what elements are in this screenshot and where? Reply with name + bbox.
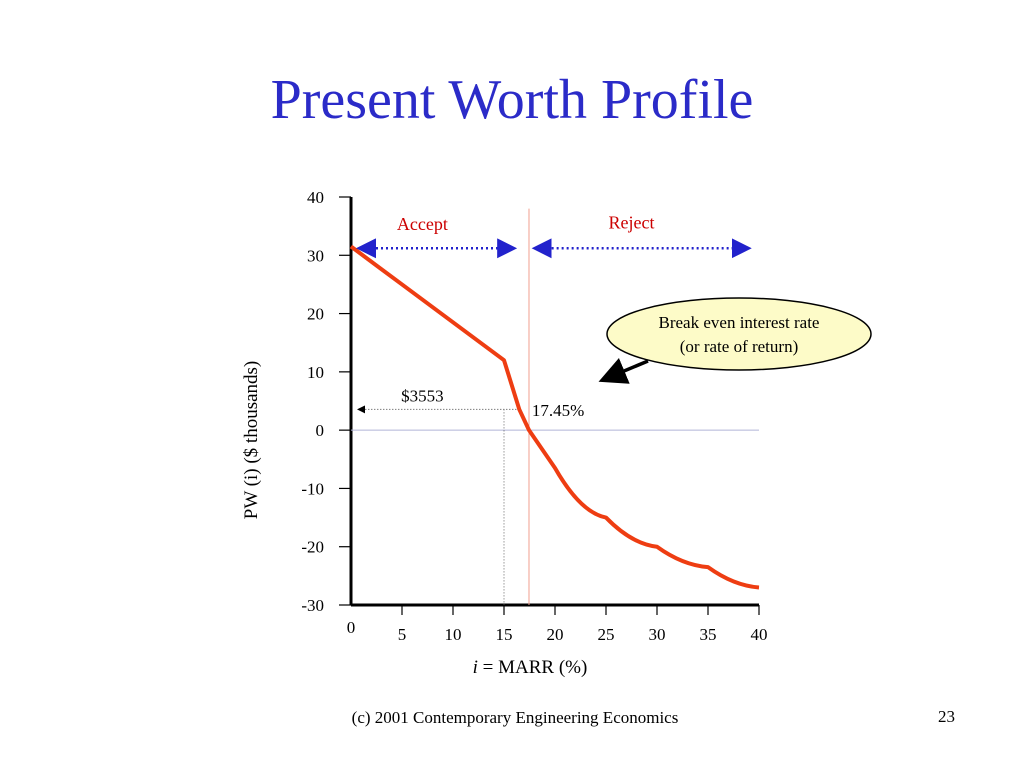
chart-ticks: 40 30 20 10 0 -10 -20 -30 0 5 10 15 20 25 30 35 40 (301, 188, 767, 644)
x-tick-label: 0 (347, 618, 356, 637)
page-number: 23 (938, 707, 955, 726)
x-tick-label: 5 (398, 625, 407, 644)
y-axis-label: PW (i) ($ thousands) (241, 360, 262, 520)
x-axis-label-italic: i (472, 657, 478, 678)
y-tick-label: -10 (301, 479, 324, 498)
y-tick-label: 20 (307, 305, 324, 324)
slide-title: Present Worth Profile (270, 69, 754, 131)
pw-curve-line (349, 244, 760, 590)
chart-series (349, 244, 760, 590)
x-tick-label: 35 (700, 625, 717, 644)
accept-label: Accept (397, 214, 448, 234)
y-tick-label: 10 (307, 363, 324, 382)
callout-line2: (or rate of return) (680, 337, 798, 356)
callout-arrow (598, 357, 649, 384)
x-tick-label: 25 (598, 625, 615, 644)
pw-value-label: $3553 (401, 387, 444, 406)
y-tick-label: 40 (307, 188, 324, 207)
callout-line1: Break even interest rate (659, 313, 820, 332)
x-tick-label: 20 (547, 625, 564, 644)
y-tick-label: 0 (316, 421, 325, 440)
x-tick-label: 15 (496, 625, 513, 644)
y-tick-label: -30 (301, 596, 324, 615)
x-axis-label-rest: = MARR (%) (477, 657, 588, 678)
irr-label: 17.45% (532, 401, 584, 420)
x-tick-label: 40 (751, 625, 768, 644)
callout-ellipse (606, 297, 872, 371)
reject-label: Reject (609, 212, 655, 232)
chart-guides (351, 208, 759, 605)
footer-credit: (c) 2001 Contemporary Engineering Econom… (351, 708, 679, 727)
x-axis-label: i = MARR (%) (380, 657, 680, 679)
y-tick-label: 30 (307, 246, 324, 265)
y-tick-label: -20 (301, 538, 324, 557)
x-tick-label: 10 (445, 625, 462, 644)
x-tick-label: 30 (649, 625, 666, 644)
chart-annotations: Accept Reject $3553 17.45% Break even intere… (356, 212, 872, 420)
